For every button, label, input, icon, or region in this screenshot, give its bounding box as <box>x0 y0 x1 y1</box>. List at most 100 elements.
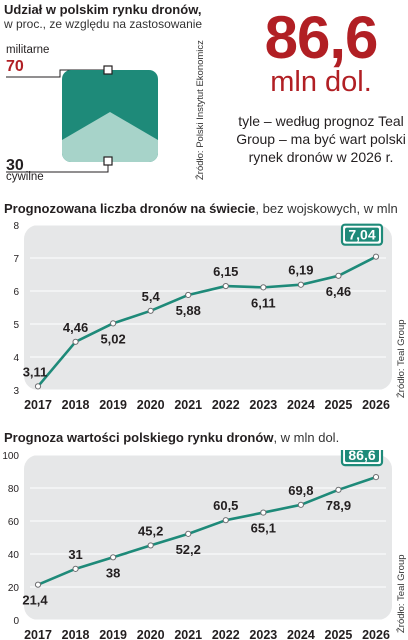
x-tick-label: 2026 <box>362 628 390 640</box>
y-tick-label: 40 <box>8 550 20 561</box>
data-point <box>335 486 342 493</box>
x-tick-label: 2022 <box>212 398 240 410</box>
series-line <box>37 255 377 388</box>
x-tick-label: 2023 <box>249 398 277 410</box>
x-tick-label: 2023 <box>249 628 277 640</box>
data-point <box>222 517 229 524</box>
data-label: 69,8 <box>288 483 313 498</box>
x-tick-label: 2026 <box>362 398 390 410</box>
y-tick-label: 4 <box>13 353 19 364</box>
civil-leader-line <box>6 161 109 173</box>
chart2: 0 20 40 60 80 100 21,4 2017 31 2018 38 2019 45,2 2020… <box>2 450 392 640</box>
share-graphic <box>6 65 158 173</box>
x-tick-label: 2018 <box>62 398 90 410</box>
data-point <box>72 338 79 345</box>
military-value: 70 <box>6 58 24 75</box>
data-point <box>185 530 192 537</box>
headline-description: tyle – według prognoz Teal Group – ma by… <box>236 113 406 165</box>
x-tick-label: 2020 <box>137 398 165 410</box>
civil-value: 30 <box>6 157 24 174</box>
data-point <box>222 282 229 290</box>
x-tick-label: 2021 <box>174 628 202 640</box>
data-point <box>110 320 117 327</box>
data-label: 7,04 <box>348 227 375 243</box>
data-point <box>185 291 192 299</box>
x-tick-label: 2024 <box>287 398 315 410</box>
y-tick-label: 100 <box>2 451 19 462</box>
y-tick-label: 80 <box>8 484 20 495</box>
x-tick-label: 2018 <box>62 628 90 640</box>
data-point <box>297 281 304 288</box>
chart2-source: Źródło: Teal Group <box>396 554 407 633</box>
data-label: 21,4 <box>22 593 48 608</box>
data-point <box>260 509 267 516</box>
data-point <box>34 581 42 588</box>
x-tick-label: 2017 <box>24 398 52 410</box>
headline-number: 86,6 <box>264 4 379 71</box>
data-label: 5,4 <box>142 289 161 304</box>
data-label: 5,02 <box>100 331 125 346</box>
civil-share-area <box>62 112 158 162</box>
data-label: 45,2 <box>138 523 163 538</box>
data-label: 86,6 <box>348 450 375 463</box>
x-tick-label: 2020 <box>137 628 165 640</box>
svg-text:Źródło: Teal Group: Źródło: Teal Group <box>396 319 407 398</box>
y-tick-label: 0 <box>13 616 19 627</box>
data-label: 6,15 <box>213 264 238 279</box>
data-point <box>297 501 304 508</box>
data-label: 78,9 <box>326 498 351 513</box>
plot-background <box>24 455 392 620</box>
x-tick-label: 2017 <box>24 628 52 640</box>
y-tick-label: 6 <box>13 287 19 298</box>
data-label: 4,46 <box>63 320 88 335</box>
chart2-title: Prognoza wartości polskiego rynku dronów… <box>4 430 340 445</box>
y-tick-label: 7 <box>13 254 19 265</box>
data-label: 6,19 <box>288 263 313 278</box>
data-label: 6,11 <box>251 295 276 310</box>
x-tick-label: 2021 <box>174 398 202 410</box>
share-source: Źródło: Polski Instytut Ekonomiczny <box>195 40 206 180</box>
data-label: 6,46 <box>326 284 351 299</box>
military-label: militarne <box>6 44 50 56</box>
x-tick-label: 2025 <box>325 628 353 640</box>
civil-label: cywilne <box>6 171 44 183</box>
svg-text:Źródło: Polski Instytut Ekonom: Źródło: Polski Instytut Ekonomiczny <box>195 40 206 180</box>
civil-marker <box>103 156 113 166</box>
y-tick-label: 8 <box>13 221 19 232</box>
data-point <box>147 307 154 314</box>
data-point <box>372 253 380 260</box>
data-label: 5,88 <box>176 303 201 318</box>
data-label: 38 <box>106 565 120 580</box>
highlight-fill <box>345 227 379 242</box>
data-point <box>110 554 117 561</box>
plot-background <box>24 225 392 390</box>
y-tick-label: 20 <box>8 583 20 594</box>
x-tick-label: 2019 <box>99 398 127 410</box>
x-tick-label: 2022 <box>212 628 240 640</box>
highlight-fill <box>345 450 379 463</box>
data-label: 52,2 <box>176 542 201 557</box>
svg-text:Źródło: Teal Group: Źródło: Teal Group <box>396 554 407 633</box>
military-marker <box>103 65 113 75</box>
x-tick-label: 2025 <box>325 398 353 410</box>
data-point <box>372 474 380 481</box>
data-label: 60,5 <box>213 498 238 513</box>
data-point <box>72 565 79 572</box>
chart1: 3 4 5 6 7 8 3,11 2017 4,46 2018 5,02 2019 5,4 2020 5,8… <box>13 221 392 410</box>
y-tick-label: 60 <box>8 517 20 528</box>
share-subtitle: w proc., ze względu na zastosowanie <box>4 17 203 31</box>
headline-unit: mln dol. <box>270 66 372 98</box>
data-point <box>34 383 42 390</box>
chart1-title: Prognozowana liczba dronów na świecie, b… <box>4 201 398 216</box>
data-label: 65,1 <box>251 521 276 536</box>
data-label: 31 <box>68 547 82 562</box>
chart1-source: Źródło: Teal Group <box>396 319 407 398</box>
series-line <box>37 475 377 586</box>
y-tick-label: 3 <box>13 386 19 397</box>
x-tick-label: 2024 <box>287 628 315 640</box>
share-title: Udział w polskim rynku dronów, <box>4 2 202 17</box>
x-tick-label: 2019 <box>99 628 127 640</box>
data-point <box>260 284 267 291</box>
data-label: 3,11 <box>23 364 48 379</box>
data-point <box>335 272 342 279</box>
